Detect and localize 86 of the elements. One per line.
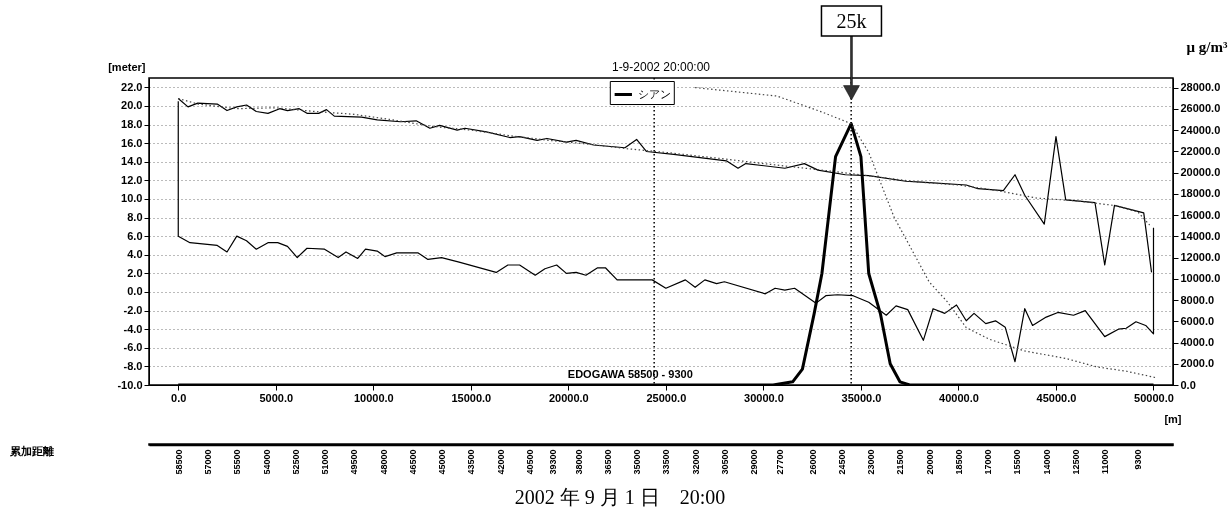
x2-tick-label: 27700 (774, 449, 785, 475)
y2-tick-label: 8000.0 (1180, 293, 1215, 306)
y-tick-label: -4.0 (123, 322, 143, 335)
y-tick-label: 18.0 (121, 118, 143, 131)
x2-tick-label: 17000 (983, 449, 994, 475)
y-tick-label: 6.0 (127, 229, 143, 242)
x2-tick-label: 23000 (866, 449, 877, 475)
y2-tick-label: 14000.0 (1180, 229, 1221, 242)
x-tick-label: 0.0 (171, 391, 187, 404)
y-tick-label: -8.0 (123, 359, 143, 372)
x2-tick-label: 49500 (349, 449, 360, 475)
x2-tick-label: 36500 (602, 449, 613, 475)
chart-title: 1-9-2002 20:00:00 (611, 60, 711, 74)
text: 2002 年 9 月 1 日 20:00 (514, 486, 726, 508)
y2-tick-label: 12000.0 (1180, 251, 1221, 264)
x2-tick-label: 14000 (1041, 449, 1052, 475)
x2-tick-label: 54000 (261, 449, 272, 475)
x2-tick-label: 24500 (836, 449, 847, 475)
x2-tick-label: 38000 (573, 449, 584, 475)
x-axis-title: [m] (1164, 412, 1182, 425)
x2-tick-label: 43500 (466, 449, 477, 475)
y2-tick-label: 6000.0 (1180, 314, 1215, 327)
y-tick-label: -2.0 (123, 304, 143, 317)
x2-tick-label: 58500 (173, 449, 184, 475)
x-tick-label: 50000.0 (1134, 391, 1174, 404)
y-tick-label: 8.0 (127, 211, 143, 224)
x2-tick-label: 45000 (437, 449, 448, 475)
x2-tick-label: 12500 (1070, 449, 1081, 475)
y-tick-label: 0.0 (127, 285, 143, 298)
x-tick-label: 20000.0 (548, 391, 589, 404)
y-tick-label: 2.0 (127, 266, 143, 279)
y-tick-label: 4.0 (127, 248, 143, 261)
x-tick-label: 40000.0 (939, 391, 979, 404)
x-tick-label: 10000.0 (353, 391, 394, 404)
x2-tick-label: 55500 (232, 449, 243, 475)
x2-tick-label: 20000 (924, 449, 935, 475)
x-tick-label: 5000.0 (259, 391, 294, 404)
x-tick-label: 15000.0 (451, 391, 492, 404)
y2-tick-label: 18000.0 (1180, 187, 1221, 200)
x2-tick-label: 32000 (690, 449, 701, 475)
x2-tick-label: 46500 (407, 449, 418, 475)
x2-tick-label: 26000 (807, 449, 818, 475)
x2-tick-label: 9300 (1133, 449, 1144, 470)
x2-tick-label: 30500 (719, 449, 730, 475)
y-tick-label: -10.0 (117, 378, 143, 391)
y-tick-label: 14.0 (121, 155, 143, 168)
x2-tick-label: 15500 (1012, 449, 1023, 475)
y-tick-label: 22.0 (121, 80, 143, 93)
y-tick-label: 20.0 (121, 99, 143, 112)
x2-tick-label: 35000 (632, 449, 643, 475)
y2-tick-label: 4000.0 (1180, 336, 1215, 349)
x-tick-label: 35000.0 (841, 391, 882, 404)
x-tick-label: 25000.0 (646, 391, 687, 404)
y2-tick-label: 28000.0 (1180, 81, 1221, 94)
x2-tick-label: 51000 (320, 449, 331, 475)
y2-tick-label: 22000.0 (1180, 144, 1221, 157)
annotation: EDOGAWA 58500 - 9300 (567, 368, 693, 380)
x2-tick-label: 39300 (548, 449, 559, 475)
y-tick-label: 10.0 (121, 192, 143, 205)
y-tick-label: 16.0 (121, 136, 143, 149)
y-axis-title: [meter] (108, 60, 146, 73)
x2-tick-label: 33500 (661, 449, 672, 475)
x2-tick-label: 11000 (1100, 449, 1111, 475)
y2-axis-title: μ g/m³ (1186, 38, 1228, 55)
text: 25k (836, 10, 867, 32)
x-tick-label: 30000.0 (744, 391, 784, 404)
y2-tick-label: 2000.0 (1180, 357, 1215, 370)
x2-tick-label: 40500 (524, 449, 535, 475)
x2-tick-label: 48000 (378, 449, 389, 475)
y-tick-label: 12.0 (121, 173, 143, 186)
y2-tick-label: 16000.0 (1180, 208, 1221, 221)
x2-tick-label: 52500 (290, 449, 301, 475)
y2-tick-label: 0.0 (1180, 378, 1196, 391)
y-tick-label: -6.0 (123, 341, 143, 354)
x2-tick-label: 18500 (953, 449, 964, 475)
x2-axis-title: 累加距離 (8, 444, 54, 457)
x-tick-label: 45000.0 (1036, 391, 1077, 404)
x2-tick-label: 29000 (749, 449, 760, 475)
x2-tick-label: 57000 (203, 449, 214, 475)
x2-tick-label: 21500 (895, 449, 906, 475)
y2-tick-label: 20000.0 (1180, 166, 1221, 179)
y2-tick-label: 10000.0 (1180, 272, 1221, 285)
y2-tick-label: 24000.0 (1180, 123, 1221, 136)
y2-tick-label: 26000.0 (1180, 102, 1221, 115)
legend-label: シアン (637, 87, 671, 100)
x2-tick-label: 42000 (495, 449, 506, 475)
